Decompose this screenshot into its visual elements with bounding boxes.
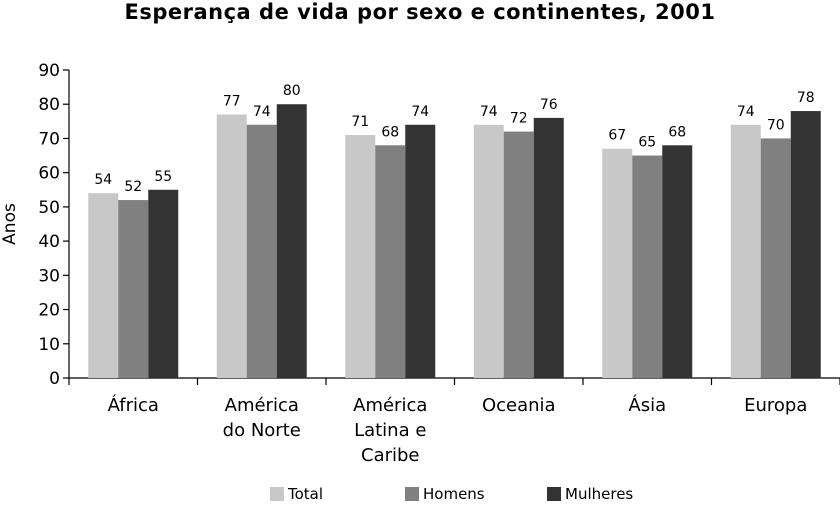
legend-label-homens: Homens	[423, 485, 485, 503]
data-label: 71	[351, 114, 369, 130]
y-tick-label: 70	[38, 129, 60, 149]
data-label: 74	[411, 104, 429, 120]
x-category-label: Oceania	[482, 395, 556, 416]
x-category-label: América	[353, 395, 427, 416]
data-label: 80	[283, 83, 301, 99]
data-label: 65	[638, 135, 656, 151]
data-label: 74	[480, 104, 498, 120]
legend-swatch-mulheres	[547, 487, 561, 501]
x-category-label: Caribe	[361, 445, 420, 466]
bar-mulheres	[405, 124, 436, 378]
y-tick-label: 50	[38, 198, 60, 218]
bar-total	[345, 135, 376, 378]
bar-mulheres	[148, 189, 179, 378]
data-label: 77	[223, 93, 241, 109]
data-label: 68	[381, 124, 399, 140]
y-tick-label: 80	[38, 95, 60, 115]
y-tick-label: 60	[38, 164, 60, 184]
legend-swatch-total	[270, 487, 284, 501]
y-tick-label: 40	[38, 232, 60, 252]
data-label: 68	[668, 124, 686, 140]
bar-homens	[118, 200, 149, 378]
x-category-label: Ásia	[628, 394, 666, 416]
bar-homens	[632, 155, 663, 378]
x-category-label: América	[225, 395, 299, 416]
x-category-label: Europa	[744, 395, 807, 416]
y-tick-label: 20	[38, 301, 60, 321]
bar-mulheres	[662, 145, 693, 378]
data-label: 74	[737, 104, 755, 120]
data-label: 76	[540, 97, 558, 113]
bar-homens	[375, 145, 406, 378]
y-tick-label: 10	[38, 335, 60, 355]
x-category-label: Latina e	[354, 420, 426, 441]
x-category-label: África	[108, 394, 159, 416]
bar-mulheres	[276, 104, 307, 378]
bar-total	[602, 148, 633, 378]
data-label: 55	[154, 169, 172, 185]
bar-homens	[246, 124, 277, 378]
bar-total	[730, 124, 761, 378]
data-label: 54	[94, 172, 112, 188]
data-label: 67	[608, 128, 626, 144]
data-label: 74	[253, 104, 271, 120]
data-label: 52	[124, 179, 142, 195]
data-label: 70	[767, 117, 785, 133]
x-category-label: do Norte	[223, 420, 301, 441]
bar-homens	[503, 131, 534, 378]
data-label: 78	[797, 90, 815, 106]
bar-total	[88, 193, 119, 378]
bar-mulheres	[790, 111, 821, 379]
data-label: 72	[510, 111, 528, 127]
bar-total	[473, 124, 504, 378]
y-tick-label: 30	[38, 266, 60, 286]
y-axis-title: Anos	[0, 203, 20, 245]
y-tick-label: 0	[49, 369, 60, 389]
legend-swatch-homens	[405, 487, 419, 501]
bar-homens	[760, 138, 791, 378]
y-tick-label: 90	[38, 61, 60, 81]
bar-total	[216, 114, 247, 378]
legend-label-mulheres: Mulheres	[565, 485, 633, 503]
chart-title: Esperança de vida por sexo e continentes…	[124, 0, 716, 24]
bar-mulheres	[533, 117, 564, 379]
legend-label-total: Total	[287, 485, 323, 503]
